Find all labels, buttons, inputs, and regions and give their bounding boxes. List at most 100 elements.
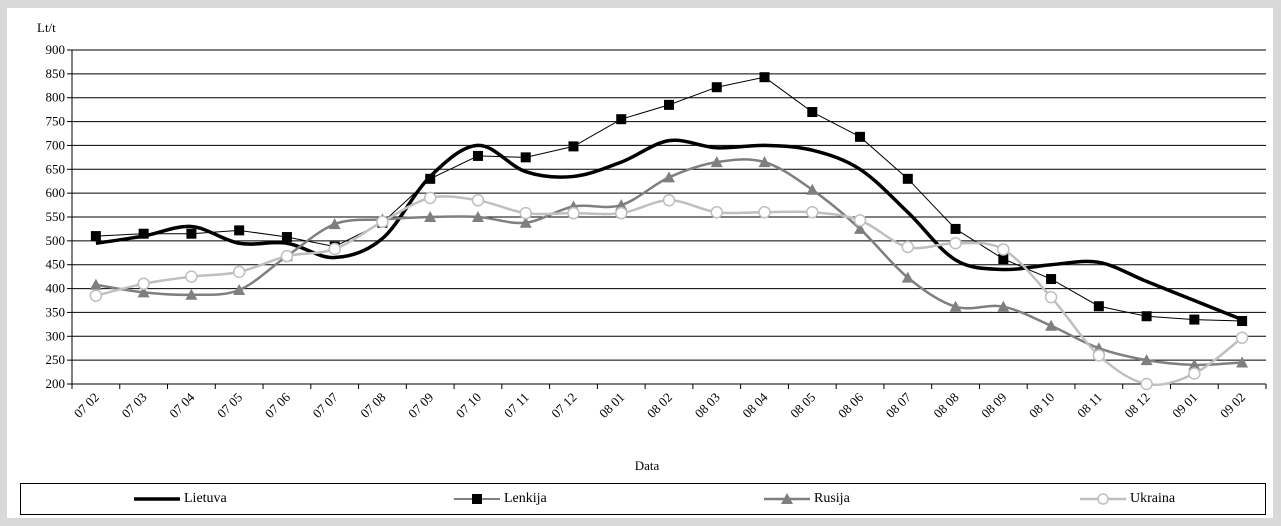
y-tick-label: 550 bbox=[46, 209, 66, 224]
data-point-triangle bbox=[1140, 354, 1153, 366]
y-tick-label: 400 bbox=[46, 281, 66, 296]
legend: Lietuva Lenkija Rusija Ukraina bbox=[20, 483, 1266, 515]
data-point-square bbox=[234, 225, 245, 236]
data-point-square bbox=[520, 152, 531, 163]
y-tick-label: 900 bbox=[46, 42, 66, 57]
data-point-square bbox=[711, 82, 722, 93]
x-tick-label: 07 02 bbox=[71, 390, 102, 421]
x-tick-label: 08 05 bbox=[787, 390, 818, 421]
data-point-triangle bbox=[519, 216, 532, 228]
data-point-square bbox=[1093, 301, 1104, 312]
data-point-circle bbox=[1188, 367, 1201, 380]
series-line bbox=[95, 195, 1243, 386]
data-point-circle bbox=[376, 215, 389, 229]
data-point-triangle bbox=[997, 300, 1010, 312]
data-point-triangle bbox=[1188, 358, 1201, 370]
y-tick-label: 600 bbox=[46, 185, 66, 200]
data-point-square bbox=[568, 141, 579, 152]
x-tick-label: 08 06 bbox=[835, 389, 867, 421]
data-point-square bbox=[1189, 314, 1200, 325]
data-point-square bbox=[616, 114, 627, 125]
y-tick-label: 800 bbox=[46, 90, 66, 105]
data-point-triangle bbox=[233, 284, 246, 296]
data-point-square bbox=[138, 228, 149, 239]
data-point-circle bbox=[949, 236, 962, 250]
x-tick-label: 08 01 bbox=[596, 390, 627, 421]
data-point-circle bbox=[567, 206, 580, 220]
data-point-circle bbox=[137, 277, 150, 291]
data-point-circle bbox=[997, 243, 1010, 256]
legend-label: Ukraina bbox=[1130, 491, 1176, 506]
x-tick-label: 08 04 bbox=[739, 389, 771, 421]
data-point-circle bbox=[1092, 349, 1106, 362]
x-tick-labels: 07 02 07 03 07 04 07 05 07 06 07 07 07 08 07 09… bbox=[71, 389, 1249, 421]
data-point-square bbox=[281, 232, 292, 243]
legend-triangle-marker-icon bbox=[764, 493, 810, 504]
y-tick-label: 250 bbox=[46, 352, 66, 367]
x-tick-label: 08 09 bbox=[978, 390, 1009, 421]
data-point-triangle bbox=[89, 278, 102, 290]
series-line bbox=[95, 138, 1243, 322]
legend-label: Lenkija bbox=[504, 491, 547, 506]
x-tick-label: 08 07 bbox=[883, 389, 915, 421]
data-point-circle bbox=[280, 249, 294, 263]
y-tick-label: 350 bbox=[46, 304, 66, 319]
x-tick-label: 07 09 bbox=[405, 390, 436, 421]
data-point-triangle bbox=[949, 300, 962, 312]
x-tick-label: 07 10 bbox=[453, 390, 484, 421]
data-point-triangle bbox=[854, 222, 867, 234]
line-chart: Lt/t 200 250 300 350 400 450 500 550 600 650 700 75… bbox=[37, 20, 1267, 473]
y-tick-label: 700 bbox=[46, 137, 66, 152]
data-point-triangle bbox=[758, 156, 771, 168]
data-point-circle bbox=[519, 206, 532, 220]
data-point-circle bbox=[1235, 331, 1249, 344]
legend-label: Rusija bbox=[814, 491, 850, 506]
data-point-circle bbox=[328, 242, 341, 256]
y-tick-label: 650 bbox=[46, 161, 66, 176]
chart-panel: Lt/t 200 250 300 350 400 450 500 550 600 650 700 75… bbox=[7, 8, 1273, 518]
data-point-circle bbox=[89, 289, 103, 302]
y-tick-label: 300 bbox=[46, 328, 66, 343]
data-point-square bbox=[664, 99, 674, 110]
x-tick-label: 07 06 bbox=[262, 389, 294, 421]
x-tick-label: 08 03 bbox=[692, 390, 723, 421]
data-point-square bbox=[425, 173, 436, 184]
data-point-circle bbox=[185, 270, 198, 283]
x-tick-label: 07 05 bbox=[214, 390, 245, 421]
legend-item-rusija: Rusija bbox=[764, 484, 850, 514]
x-tick-label: 09 02 bbox=[1217, 390, 1248, 421]
data-point-circle bbox=[853, 214, 867, 227]
series-ukraina bbox=[89, 191, 1249, 391]
data-point-triangle bbox=[710, 156, 723, 168]
legend-item-lietuva: Lietuva bbox=[134, 484, 227, 514]
data-point-triangle bbox=[615, 199, 628, 211]
data-point-triangle bbox=[901, 271, 914, 283]
data-point-square bbox=[807, 107, 818, 118]
legend-label: Lietuva bbox=[184, 491, 227, 506]
x-tick-label: 08 08 bbox=[930, 390, 961, 421]
data-point-triangle bbox=[806, 183, 819, 195]
data-point-square bbox=[855, 131, 866, 142]
y-tick-labels: 200 250 300 350 400 450 500 550 600 650 700 750 800 8… bbox=[46, 42, 66, 391]
x-tick-label: 08 11 bbox=[1074, 390, 1105, 421]
data-point-square bbox=[759, 72, 770, 83]
data-point-square bbox=[950, 223, 961, 234]
data-point-triangle bbox=[1236, 356, 1249, 368]
data-point-square bbox=[90, 231, 101, 242]
data-point-circle bbox=[614, 206, 628, 220]
y-tick-label: 450 bbox=[46, 257, 66, 272]
x-tick-label: 08 10 bbox=[1026, 390, 1057, 421]
series-lines bbox=[89, 72, 1249, 391]
legend-item-ukraina: Ukraina bbox=[1080, 484, 1175, 514]
data-point-triangle bbox=[663, 171, 675, 183]
grid-lines bbox=[67, 49, 1267, 389]
data-point-square bbox=[998, 253, 1009, 264]
legend-item-lenkija: Lenkija bbox=[454, 484, 547, 514]
x-axis-label: Data bbox=[635, 458, 660, 473]
x-tick-label: 08 12 bbox=[1121, 390, 1152, 421]
legend-circle-marker-icon bbox=[1080, 493, 1126, 505]
x-tick-label: 07 12 bbox=[548, 390, 579, 421]
legend-line-icon bbox=[134, 497, 180, 501]
data-point-triangle bbox=[137, 286, 150, 298]
data-point-triangle bbox=[185, 288, 198, 300]
